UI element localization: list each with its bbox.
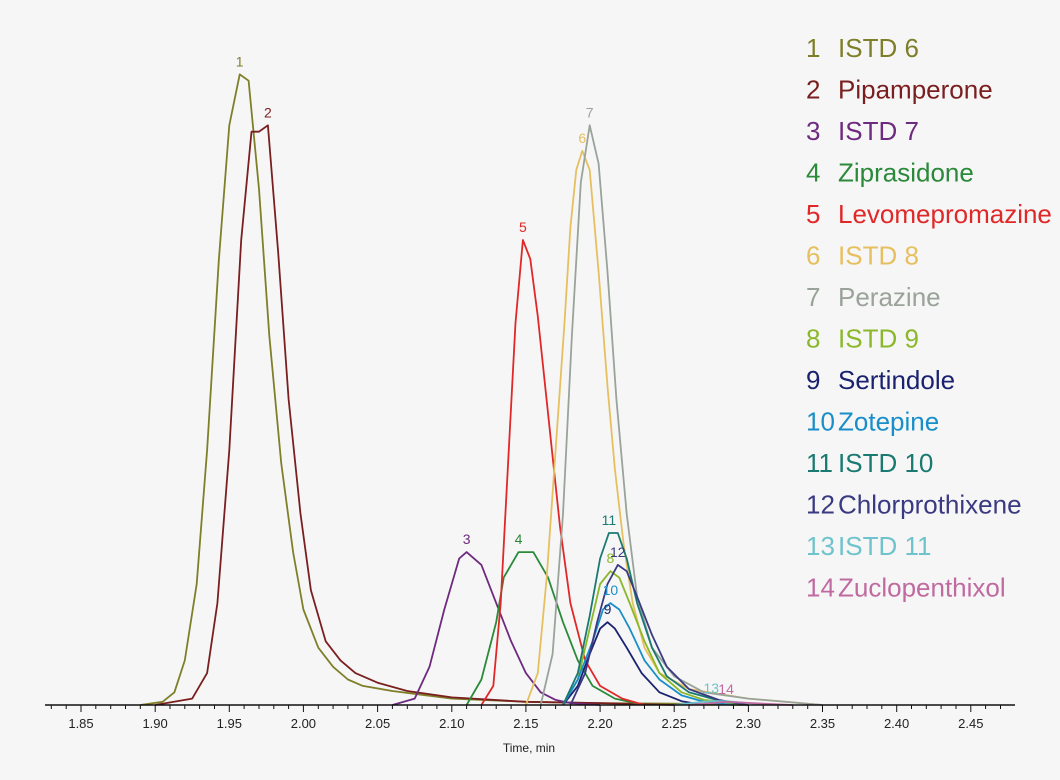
x-tick-label: 2.35 (810, 716, 835, 731)
legend-number-1: 1 (806, 33, 820, 63)
x-tick-label: 2.25 (662, 716, 687, 731)
legend-number-10: 10 (806, 407, 835, 437)
x-axis-title: Time, min (503, 741, 555, 755)
series-line-6 (525, 149, 823, 706)
series-line-5 (480, 239, 645, 706)
peak-label-4: 4 (515, 531, 523, 547)
peak-label-8: 8 (607, 550, 615, 566)
peak-label-3: 3 (463, 531, 471, 547)
x-tick-label: 1.95 (217, 716, 242, 731)
peak-label-13: 13 (704, 680, 720, 696)
legend-number-12: 12 (806, 490, 835, 520)
peak-label-10: 10 (603, 582, 619, 598)
legend-number-11: 11 (806, 448, 833, 478)
peak-label-2: 2 (264, 104, 272, 120)
legend-name-8: ISTD 9 (838, 324, 919, 354)
peak-label-11: 11 (602, 512, 617, 528)
series-line-9 (562, 621, 705, 706)
series-line-12 (569, 564, 749, 706)
legend-name-13: ISTD 11 (838, 531, 931, 561)
legend-name-7: Perazine (838, 282, 941, 312)
legend-name-14: Zuclopenthixol (838, 573, 1006, 603)
peak-label-1: 1 (236, 53, 244, 69)
curves-layer (140, 73, 823, 706)
legend-number-8: 8 (806, 324, 820, 354)
legend-name-4: Ziprasidone (838, 158, 974, 188)
peak-label-9: 9 (604, 601, 612, 617)
series-line-11 (562, 532, 749, 706)
x-tick-label: 2.20 (587, 716, 612, 731)
series-line-3 (392, 551, 601, 706)
series-line-7 (539, 124, 823, 706)
peak-label-5: 5 (519, 219, 527, 235)
x-tick-label: 1.90 (142, 716, 167, 731)
series-line-8 (562, 570, 749, 706)
peak-label-6: 6 (578, 130, 586, 146)
legend-name-5: Levomepromazine (838, 199, 1052, 229)
peak-label-12: 12 (610, 544, 626, 560)
x-tick-label: 2.15 (513, 716, 538, 731)
legend-name-2: Pipamperone (838, 75, 993, 105)
legend-number-14: 14 (806, 573, 835, 603)
series-line-1 (140, 73, 749, 706)
legend-name-9: Sertindole (838, 365, 955, 395)
x-tick-label: 2.00 (291, 716, 316, 731)
peak-label-14: 14 (718, 681, 734, 697)
x-tick-label: 1.85 (68, 716, 93, 731)
series-line-14 (688, 700, 793, 706)
legend-name-10: Zotepine (838, 407, 939, 437)
legend-name-11: ISTD 10 (838, 448, 933, 478)
legend-number-3: 3 (806, 116, 820, 146)
legend-number-13: 13 (806, 531, 835, 561)
legend-number-4: 4 (806, 158, 820, 188)
series-line-4 (465, 551, 645, 706)
x-axis: 1.85 1.90 1.95 2.00 2.05 2.10 2.15 2.20 2.25 2.30… (45, 704, 1015, 731)
x-tick-label: 2.05 (365, 716, 390, 731)
legend-name-12: Chlorprothixene (838, 490, 1022, 520)
legend-name-1: ISTD 6 (838, 33, 919, 63)
x-tick-label: 2.30 (736, 716, 761, 731)
legend-number-7: 7 (806, 282, 820, 312)
legend-number-2: 2 (806, 75, 820, 105)
legend-name-6: ISTD 8 (838, 241, 919, 271)
peak-label-7: 7 (586, 104, 594, 120)
legend: 1 ISTD 6 2 Pipamperone 3 ISTD 7 4 Ziprasidone 5 L… (806, 33, 1052, 603)
x-tick-label: 2.45 (958, 716, 983, 731)
series-line-2 (154, 124, 675, 706)
series-line-10 (562, 602, 734, 706)
legend-number-5: 5 (806, 199, 820, 229)
legend-number-6: 6 (806, 241, 820, 271)
x-tick-label: 2.10 (439, 716, 464, 731)
legend-number-9: 9 (806, 365, 820, 395)
legend-name-3: ISTD 7 (838, 116, 919, 146)
x-tick-label: 2.40 (884, 716, 909, 731)
